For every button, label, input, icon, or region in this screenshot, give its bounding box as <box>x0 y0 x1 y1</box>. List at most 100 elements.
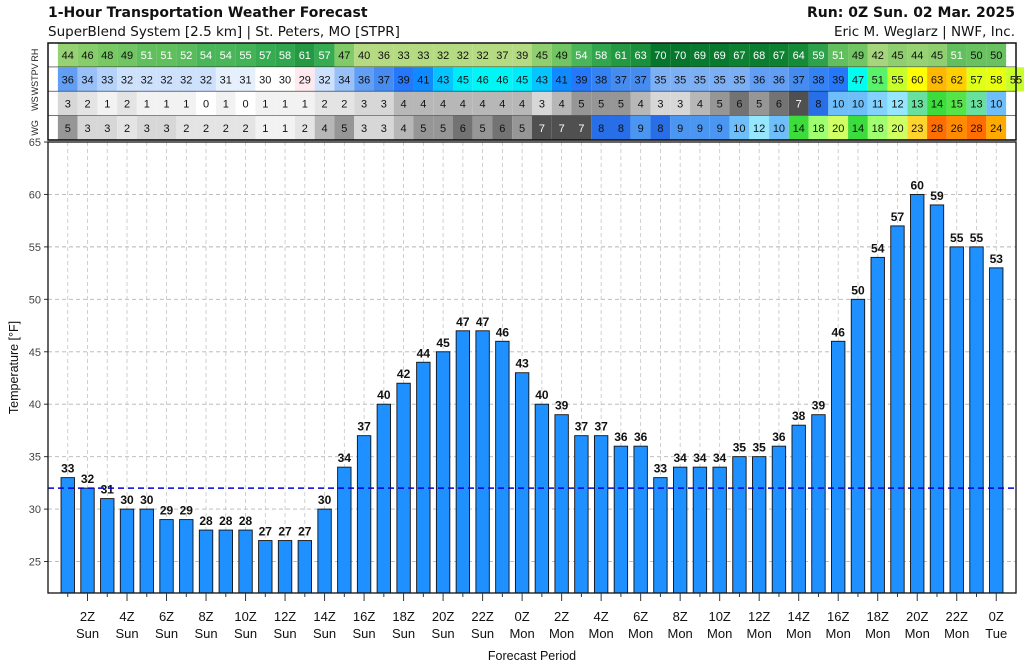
dewpoint-cell <box>788 67 809 92</box>
wind-gust-value: 1 <box>282 123 288 135</box>
x-tick-label-day: Sun <box>115 626 138 641</box>
rh-cell <box>452 43 473 68</box>
wind-gust-cell <box>571 115 592 140</box>
temperature-bar <box>831 340 846 594</box>
rh-value: 63 <box>635 50 647 62</box>
wind-speed-cell <box>551 91 572 116</box>
wind-gust-value: 9 <box>697 123 703 135</box>
wind-speed-value: 3 <box>361 99 367 111</box>
bar-value-label: 57 <box>891 210 905 224</box>
wind-speed-cell <box>176 91 197 116</box>
wind-speed-cell <box>946 91 967 116</box>
wind-gust-value: 2 <box>203 123 209 135</box>
wind-gust-cell <box>294 115 315 140</box>
dewpoint-value: 35 <box>733 74 745 86</box>
wind-gust-value: 4 <box>401 123 407 135</box>
wind-speed-value: 4 <box>480 99 486 111</box>
x-tick-label-day: Mon <box>549 626 574 641</box>
x-tick-label-day: Sun <box>392 626 415 641</box>
dewpoint-value: 39 <box>397 74 409 86</box>
bar-value-label: 34 <box>713 451 727 465</box>
wind-speed-value: 8 <box>815 99 821 111</box>
wind-gust-cell <box>275 115 295 140</box>
x-tick-label-time: 14Z <box>313 609 335 624</box>
temperature-bar <box>218 529 233 594</box>
dewpoint-value: 43 <box>437 74 449 86</box>
wind-gust-value: 18 <box>812 123 824 135</box>
wind-gust-value: 9 <box>677 123 683 135</box>
wind-gust-cell <box>136 115 157 140</box>
wind-gust-value: 28 <box>970 123 982 135</box>
wind-speed-value: 4 <box>559 99 565 111</box>
wind-speed-cell <box>294 91 315 116</box>
temperature-bar <box>514 372 530 594</box>
dewpoint-value: 37 <box>378 74 390 86</box>
wind-speed-cell <box>788 91 809 116</box>
rh-cell <box>77 43 98 68</box>
dewpoint-value: 36 <box>62 74 74 86</box>
dewpoint-cell <box>808 67 829 92</box>
dewpoint-value: 45 <box>516 74 528 86</box>
wind-gust-cell <box>334 115 355 140</box>
x-tick-label-day: Mon <box>786 626 811 641</box>
dewpoint-cell <box>532 67 552 92</box>
bar-value-label: 30 <box>318 493 332 507</box>
dewpoint-cell <box>393 67 414 92</box>
wind-gust-value: 2 <box>223 123 229 135</box>
dewpoint-value: 35 <box>674 74 686 86</box>
wind-speed-cell <box>57 91 78 116</box>
bar-value-label: 40 <box>535 388 549 402</box>
wind-speed-value: 13 <box>970 99 982 111</box>
wind-speed-value: 0 <box>242 99 248 111</box>
temperature-bar <box>356 435 372 594</box>
temperature-bar <box>297 540 312 594</box>
wind-speed-cell <box>77 91 98 116</box>
wind-speed-value: 1 <box>183 99 189 111</box>
wind-gust-cell <box>848 115 868 140</box>
wind-speed-value: 1 <box>163 99 169 111</box>
temperature-bar <box>455 330 471 594</box>
chart-subtitle: SuperBlend System [2.5 km] | St. Peters,… <box>48 24 400 40</box>
x-tick-label-day: Sun <box>155 626 178 641</box>
wind-gust-cell <box>176 115 197 140</box>
wind-speed-cell <box>630 91 651 116</box>
x-tick-label-time: 6Z <box>633 609 648 624</box>
dewpoint-cell <box>117 67 137 92</box>
y-tick-label: 25 <box>29 557 41 569</box>
wind-speed-cell <box>848 91 868 116</box>
dewpoint-cell <box>196 67 216 92</box>
temperature-bar <box>969 246 984 594</box>
bar-value-label: 46 <box>832 325 846 339</box>
chart-title: 1-Hour Transportation Weather Forecast <box>48 5 368 21</box>
temperature-bar <box>850 298 866 594</box>
x-tick-label-time: 12Z <box>748 609 770 624</box>
rh-value: 39 <box>516 50 528 62</box>
x-tick-label-time: 18Z <box>392 609 414 624</box>
bar-value-label: 29 <box>160 504 174 518</box>
rh-cell <box>156 43 177 68</box>
wind-gust-value: 3 <box>84 123 90 135</box>
temperature-bar <box>258 540 273 594</box>
dewpoint-value: 39 <box>832 74 844 86</box>
table-frame <box>47 42 1017 141</box>
dewpoint-cell <box>512 67 532 92</box>
x-tick-label-day: Mon <box>707 626 732 641</box>
rh-cell <box>354 43 374 68</box>
bar-value-label: 55 <box>950 231 964 245</box>
temperature-bar <box>692 466 708 594</box>
dewpoint-value: 35 <box>694 74 706 86</box>
wind-speed-cell <box>334 91 355 116</box>
bar-value-label: 47 <box>476 315 490 329</box>
dewpoint-value: 34 <box>338 74 350 86</box>
temperature-bar <box>613 445 629 594</box>
wind-speed-value: 10 <box>990 99 1002 111</box>
dewpoint-cell <box>57 67 78 92</box>
rh-value: 57 <box>318 50 330 62</box>
wind-speed-value: 4 <box>460 99 466 111</box>
wind-speed-value: 10 <box>852 99 864 111</box>
wind-gust-cell <box>946 115 967 140</box>
wind-gust-cell <box>413 115 434 140</box>
rh-value: 59 <box>812 50 824 62</box>
rh-value: 58 <box>595 50 607 62</box>
x-tick-label-time: 2Z <box>554 609 569 624</box>
